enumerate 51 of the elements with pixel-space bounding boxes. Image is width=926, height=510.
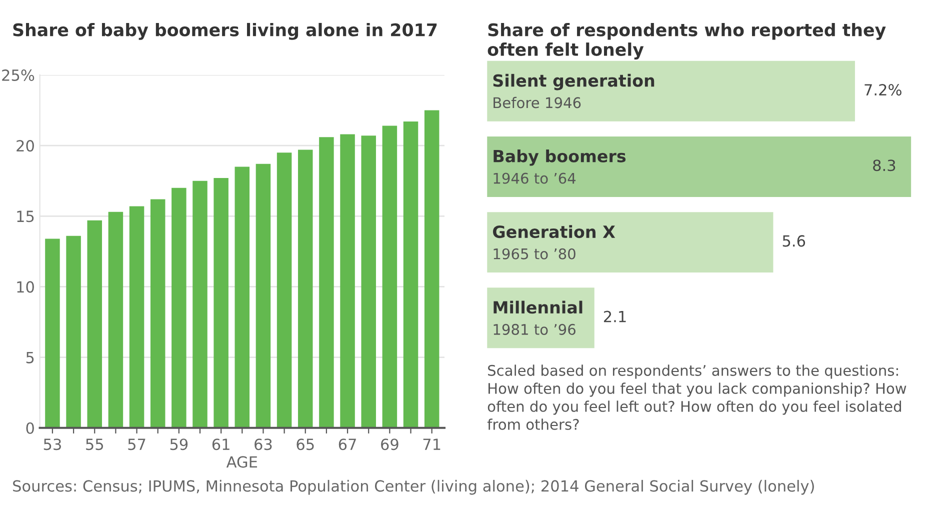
data-label: 8.3 [873,160,896,172]
bar [487,136,912,197]
y-tick-label: 15 [17,210,34,222]
x-tick-label: 69 [381,438,398,450]
bar [424,110,440,428]
x-tick-label: 61 [212,438,230,450]
bar [129,206,144,428]
bar [403,122,418,428]
y-tick-label: Silent generation Before 1946 [493,74,654,108]
bar [87,220,102,428]
bar [361,136,376,428]
x-tick-label: 65 [296,438,314,450]
data-label: 7.2% [864,84,902,96]
bar [298,150,313,428]
bar [340,134,355,428]
x-tick-label: 55 [86,438,103,450]
x-tick-label: 57 [128,438,146,450]
x-tick-label: 59 [170,438,188,450]
bar [319,137,334,428]
x-tick-label: 67 [338,438,356,450]
chart-title: Share of baby boomers living alone in 2017 [13,22,437,40]
x-tick-label: 53 [44,438,61,450]
bar [214,178,228,428]
y-tick-label: 10 [17,281,34,293]
chart-title: Share of respondents who reported they often felt lonely [488,22,886,60]
y-tick-label: 25% [2,69,34,81]
y-tick-label: Baby boomers 1946 to ’64 [494,150,626,184]
bar [487,212,774,273]
bar [276,152,292,428]
bar [66,236,81,428]
bar [487,60,855,122]
bar [256,164,271,428]
y-tick-label: 5 [26,352,34,364]
x-axis-title: AGE [226,456,258,468]
text: Scaled based on respondents’ answers to the questions: How often do you feel that you lack companionship? How often do you feel left out? How often do you feel isolated from others? [487,364,906,430]
bar [150,199,166,428]
bar [234,166,250,428]
bar [382,126,398,428]
bar [172,188,186,428]
data-label: 2.1 [604,310,626,322]
data-label: 5.6 [782,235,806,247]
source-note: Sources: Census; IPUMS, Minnesota Population Center (living alone); 2014 General Social Survey (lonely) [13,480,814,495]
y-tick-label: 20 [16,140,34,152]
y-tick-label: 0 [26,422,34,434]
bar [192,180,208,428]
bar [45,238,60,428]
x-tick-label: 71 [423,438,440,450]
y-tick-label: Generation X 1965 to ’80 [492,225,616,260]
y-tick-label: Millennial 1981 to ’96 [494,300,582,335]
x-tick-label: 63 [254,438,272,450]
bar [108,212,124,428]
